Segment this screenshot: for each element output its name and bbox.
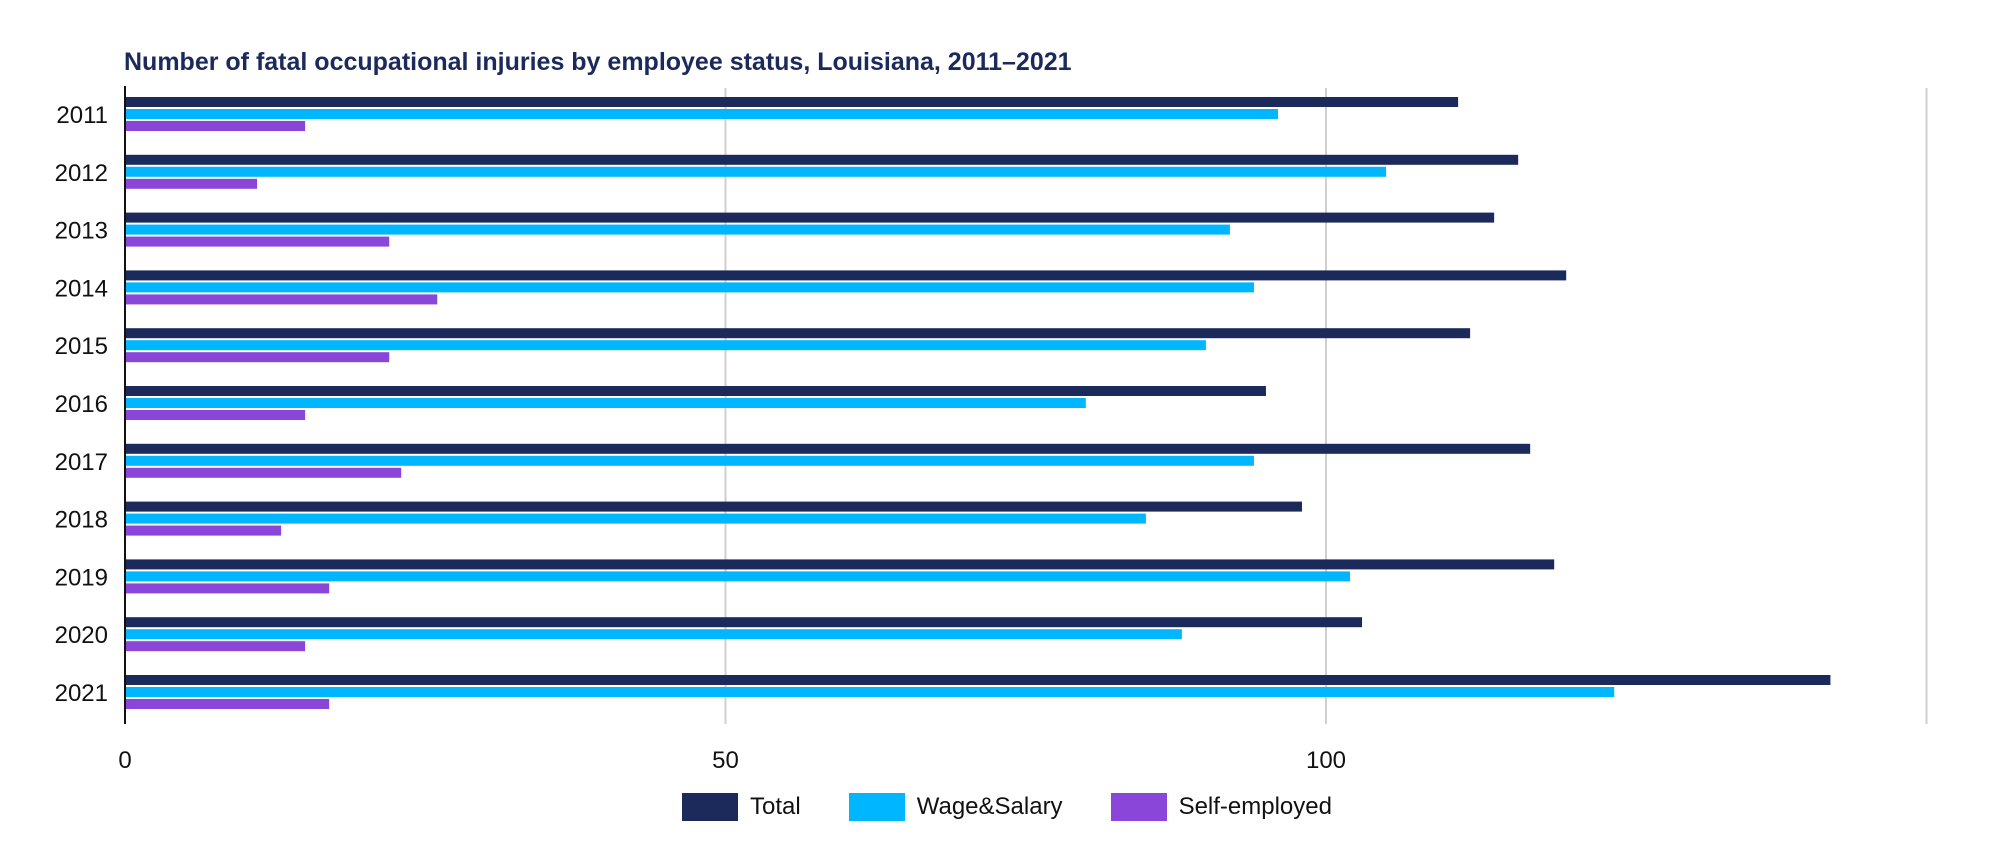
bar-wage-salary-2016 (125, 398, 1086, 408)
bar-wage-salary-2011 (125, 109, 1278, 119)
bar-total-2018 (125, 501, 1302, 512)
bar-self-employed-2014 (125, 294, 438, 305)
bar-total-2014 (125, 270, 1567, 281)
bar-total-2021 (125, 675, 1831, 685)
y-tick-label: 2015 (55, 333, 108, 360)
legend-item[interactable]: Self-employed (1110, 793, 1332, 821)
bar-wage-salary-2012 (125, 166, 1387, 177)
legend-label: Wage&Salary (916, 793, 1063, 820)
y-tick-label: 2016 (55, 391, 108, 418)
bar-wage-salary-2020 (125, 629, 1182, 640)
y-tick-label: 2013 (55, 218, 108, 245)
bar-self-employed-2012 (125, 178, 258, 189)
legend: Total Wage&Salary Self-employed (0, 793, 2014, 821)
legend-label: Total (750, 793, 801, 820)
bar-total-2020 (125, 617, 1363, 628)
bar-wage-salary-2014 (125, 282, 1254, 293)
x-tick-label: 50 (712, 747, 739, 774)
bar-self-employed-2017 (125, 467, 402, 478)
bar-wage-salary-2017 (125, 455, 1254, 466)
legend-swatch (682, 793, 739, 821)
legend-item[interactable]: Wage&Salary (848, 793, 1063, 821)
bar-wage-salary-2015 (125, 340, 1206, 351)
bar-wage-salary-2021 (125, 687, 1615, 697)
bar-total-2013 (125, 212, 1495, 223)
legend-item[interactable]: Total (682, 793, 801, 821)
legend-swatch (1110, 793, 1167, 821)
bar-total-2016 (125, 386, 1266, 396)
bar-total-2017 (125, 443, 1531, 454)
y-tick-label: 2020 (55, 622, 108, 649)
bar-wage-salary-2013 (125, 224, 1230, 235)
bar-self-employed-2013 (125, 236, 390, 247)
y-tick-label: 2019 (55, 564, 108, 591)
bar-self-employed-2016 (125, 410, 306, 420)
y-tick-label: 2017 (55, 449, 108, 476)
x-tick-label: 0 (118, 747, 131, 774)
legend-swatch (848, 793, 905, 821)
bar-self-employed-2019 (125, 583, 330, 594)
bar-wage-salary-2018 (125, 513, 1146, 524)
chart-title: Number of fatal occupational injuries by… (124, 48, 1072, 76)
y-tick-label: 2018 (55, 507, 108, 534)
bar-self-employed-2018 (125, 525, 282, 536)
y-tick-label: 2011 (56, 102, 108, 129)
bar-self-employed-2015 (125, 352, 390, 363)
y-tick-label: 2014 (55, 275, 108, 302)
y-tick-label: 2021 (55, 680, 108, 707)
bar-wage-salary-2019 (125, 571, 1351, 582)
legend-label: Self-employed (1178, 793, 1332, 820)
y-tick-label: 2012 (55, 160, 108, 187)
bar-total-2011 (125, 97, 1459, 107)
bar-total-2015 (125, 328, 1471, 339)
bar-self-employed-2021 (125, 699, 330, 709)
bar-total-2019 (125, 559, 1555, 570)
x-tick-label: 100 (1306, 747, 1346, 774)
bar-self-employed-2011 (125, 121, 306, 131)
bar-self-employed-2020 (125, 641, 306, 652)
bar-total-2012 (125, 154, 1519, 165)
